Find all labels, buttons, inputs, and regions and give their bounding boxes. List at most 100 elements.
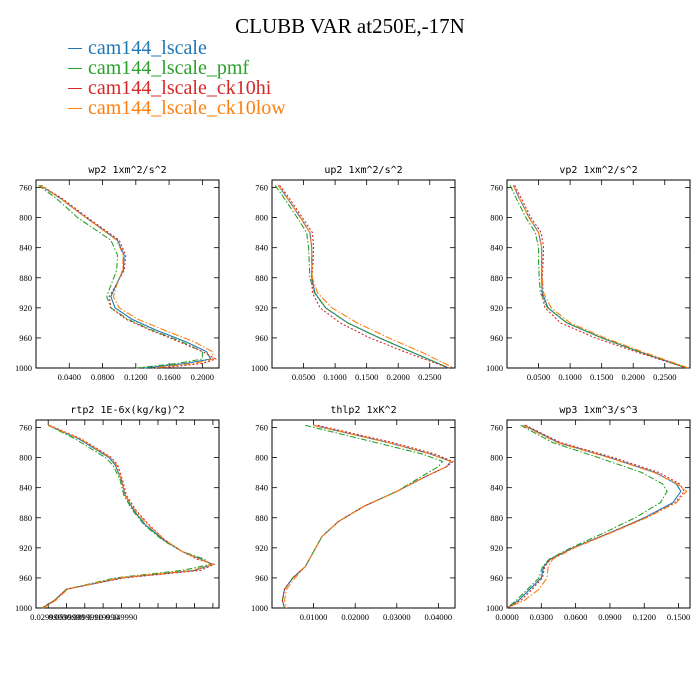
- x-tick-label: 0.2500: [653, 372, 676, 382]
- legend-item: cam144_lscale_ck10low: [68, 98, 286, 118]
- x-tick-label: 0.0800: [91, 372, 114, 382]
- x-tick-label: 0.0900: [598, 612, 621, 622]
- legend-swatch: [68, 87, 82, 89]
- chart-panel-3: vp2 1xm^2/s^2 760 800 840 880 920 960 1000 0.050…: [486, 165, 691, 382]
- panel-title: thlp2 1xK^2: [330, 405, 396, 416]
- y-tick-label: 960: [255, 333, 268, 343]
- y-tick-label: 960: [19, 333, 32, 343]
- series-line-cam144_lscale_pmf: [38, 184, 203, 369]
- x-tick-label: 0.1500: [590, 372, 613, 382]
- y-tick-label: 880: [19, 273, 32, 283]
- series-line-cam144_lscale_ck10hi: [279, 184, 449, 369]
- y-tick-label: 800: [490, 213, 503, 223]
- y-tick-label: 960: [255, 573, 268, 583]
- y-tick-label: 840: [490, 243, 503, 253]
- y-tick-label: 920: [490, 303, 503, 313]
- legend-label: cam144_lscale_pmf: [88, 57, 250, 79]
- legend-item: cam144_lscale: [68, 38, 286, 58]
- x-tick-label: 0.0500: [527, 372, 550, 382]
- y-tick-label: 760: [255, 183, 268, 193]
- y-tick-label: 960: [490, 573, 503, 583]
- y-tick-label: 840: [19, 483, 32, 493]
- y-tick-label: 760: [255, 423, 268, 433]
- x-tick-label: 0.03000: [383, 612, 411, 622]
- x-tick-label: 0.0000: [495, 612, 518, 622]
- series-line-cam144_lscale_ck10hi: [514, 185, 687, 369]
- series-line-cam144_lscale_pmf: [41, 424, 212, 609]
- x-tick-label: 0.119990: [87, 612, 119, 622]
- y-tick-label: 920: [255, 303, 268, 313]
- legend-label: cam144_lscale: [88, 37, 207, 59]
- x-tick-label: 0.1500: [355, 372, 378, 382]
- series-line-cam144_lscale_ck10low: [512, 185, 689, 369]
- y-tick-label: 920: [19, 543, 32, 553]
- series-line-cam144_lscale_ck10low: [39, 184, 214, 369]
- legend-item: cam144_lscale_ck10hi: [68, 78, 286, 98]
- x-tick-label: 0.1500: [667, 612, 690, 622]
- series-line-cam144_lscale_ck10hi: [41, 424, 216, 609]
- x-tick-label: 0.2000: [622, 372, 645, 382]
- y-tick-label: 760: [19, 423, 32, 433]
- series-line-cam144_lscale: [277, 184, 449, 369]
- panel-title: wp2 1xm^2/s^2: [88, 165, 166, 176]
- plot-frame: [271, 419, 456, 609]
- plot-frame: [506, 179, 691, 369]
- x-tick-label: 0.01000: [300, 612, 328, 622]
- legend-label: cam144_lscale_ck10low: [88, 97, 286, 119]
- series-line-cam144_lscale_pmf: [274, 184, 449, 369]
- y-tick-label: 840: [490, 483, 503, 493]
- chart-panel-6: wp3 1xm^3/s^3 760 800 840 880 920 960 10000.000…: [486, 405, 691, 622]
- x-tick-label: 0.0899990: [67, 612, 103, 622]
- x-tick-label: 0.1000: [558, 372, 581, 382]
- series-line-cam144_lscale_ck10low: [283, 424, 452, 609]
- x-tick-label: 0.0600: [564, 612, 587, 622]
- y-tick-label: 880: [19, 513, 32, 523]
- y-tick-label: 920: [19, 303, 32, 313]
- plot-frame: [506, 419, 691, 609]
- legend-swatch: [68, 47, 82, 49]
- y-tick-label: 880: [255, 273, 268, 283]
- series-line-cam144_lscale: [41, 424, 215, 609]
- y-tick-label: 880: [255, 513, 268, 523]
- x-tick-label: 0.2000: [191, 372, 214, 382]
- plot-frame: [35, 179, 220, 369]
- x-tick-label: 0.0599990: [48, 612, 84, 622]
- x-tick-label: 0.149990: [105, 612, 137, 622]
- y-tick-label: 880: [490, 513, 503, 523]
- series-line-cam144_lscale: [39, 184, 212, 369]
- panel-title: wp3 1xm^3/s^3: [559, 405, 637, 416]
- y-tick-label: 760: [490, 183, 503, 193]
- y-tick-label: 760: [19, 183, 32, 193]
- y-tick-label: 800: [490, 453, 503, 463]
- chart-panel-4: rtp2 1E-6x(kg/kg)^2 760 800 840 880 920 960 100…: [15, 405, 220, 622]
- y-tick-label: 760: [490, 423, 503, 433]
- y-tick-label: 960: [19, 573, 32, 583]
- x-tick-label: 0.0299990: [30, 612, 66, 622]
- legend-item: cam144_lscale_pmf: [68, 58, 286, 78]
- x-tick-label: 0.2000: [387, 372, 410, 382]
- x-tick-label: 0.02000: [341, 612, 369, 622]
- panel-title: rtp2 1E-6x(kg/kg)^2: [70, 405, 184, 416]
- panel-title: up2 1xm^2/s^2: [324, 165, 402, 176]
- legend-swatch: [68, 107, 82, 109]
- series-line-cam144_lscale_pmf: [509, 185, 687, 369]
- x-tick-label: 0.1200: [633, 612, 656, 622]
- series-line-cam144_lscale_pmf: [506, 424, 668, 609]
- legend: cam144_lscale cam144_lscale_pmf cam144_l…: [68, 38, 286, 118]
- y-tick-label: 1000: [486, 603, 503, 613]
- y-tick-label: 800: [255, 213, 268, 223]
- series-line-cam144_lscale_ck10low: [277, 184, 454, 369]
- x-tick-label: 0.0300: [530, 612, 553, 622]
- x-tick-label: 0.1600: [157, 372, 180, 382]
- legend-swatch: [68, 67, 82, 69]
- x-tick-label: 0.0400: [58, 372, 81, 382]
- y-tick-label: 840: [255, 243, 268, 253]
- series-line-cam144_lscale_ck10low: [506, 424, 688, 609]
- y-tick-label: 960: [490, 333, 503, 343]
- plot-frame: [35, 419, 220, 609]
- panel-title: vp2 1xm^2/s^2: [559, 165, 637, 176]
- y-tick-label: 800: [255, 453, 268, 463]
- plot-frame: [271, 179, 456, 369]
- legend-label: cam144_lscale_ck10hi: [88, 77, 272, 99]
